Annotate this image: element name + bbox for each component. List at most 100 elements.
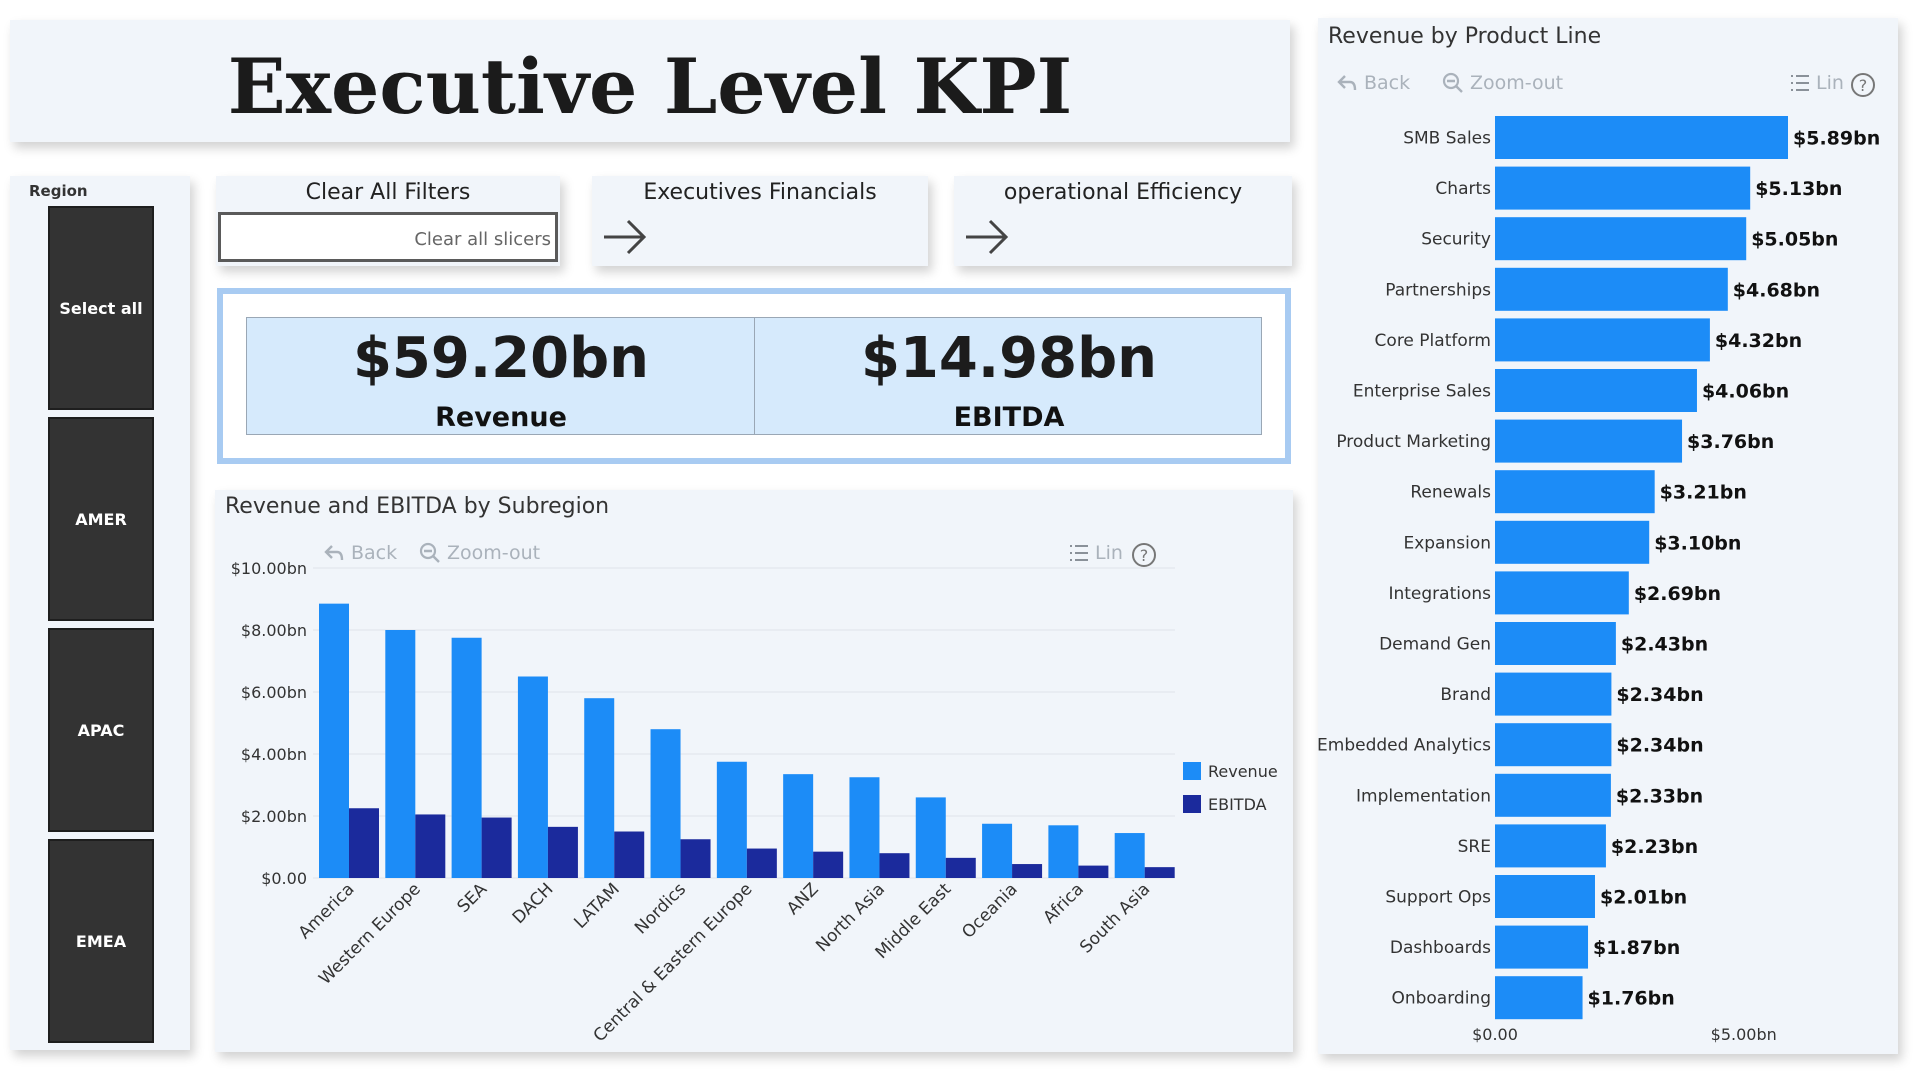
product-category-label: Embedded Analytics (1318, 736, 1491, 756)
ebitda-kpi: $14.98bn EBITDA (755, 318, 1263, 434)
product-category-label: SRE (1458, 837, 1491, 857)
linear-scale-label: Lin (1816, 72, 1844, 94)
zoom-out-button[interactable]: Zoom-out (419, 542, 540, 564)
ebitda-bar (1012, 864, 1043, 878)
clear-filters-card: Clear All Filters Clear all slicers (216, 176, 560, 266)
kpi-divider (754, 318, 755, 434)
region-apac-button[interactable]: APAC (48, 628, 154, 832)
product-bar (1495, 419, 1683, 463)
back-button[interactable]: Back (323, 542, 397, 564)
revenue-kpi: $59.20bn Revenue (247, 318, 755, 434)
product-data-label: $1.76bn (1588, 988, 1675, 1010)
region-emea-button[interactable]: EMEA (48, 839, 154, 1043)
revenue-bar (783, 774, 814, 878)
product-chart-panel: Revenue by Product Line Back Zoom-out Li… (1318, 18, 1898, 1054)
back-arrow-icon (1337, 75, 1357, 91)
product-bar (1495, 976, 1583, 1020)
product-bar (1495, 267, 1728, 311)
x-category-label: Nordics (631, 879, 690, 938)
revenue-bar (385, 630, 416, 878)
y-tick-label: $8.00bn (241, 621, 307, 640)
product-category-label: Demand Gen (1379, 635, 1491, 655)
product-data-label: $2.01bn (1600, 887, 1687, 909)
zoom-out-icon (1442, 72, 1463, 93)
product-data-label: $2.43bn (1621, 634, 1708, 656)
revenue-bar (1048, 825, 1079, 878)
zoom-out-button[interactable]: Zoom-out (1442, 72, 1563, 94)
revenue-kpi-value: $59.20bn (352, 326, 650, 391)
operational-efficiency-card[interactable]: operational Efficiency (954, 176, 1292, 266)
subregion-chart-panel: Revenue and EBITDA by Subregion Back Zoo… (215, 490, 1293, 1052)
ebitda-bar (746, 848, 777, 878)
back-button[interactable]: Back (1336, 72, 1410, 94)
product-category-label: Partnerships (1385, 280, 1491, 300)
ebitda-kpi-value: $14.98bn (860, 326, 1158, 391)
legend-ebitda-swatch (1183, 795, 1201, 813)
product-bar (1495, 318, 1710, 362)
x-category-label: Oceania (958, 879, 1021, 942)
kpi-card: $59.20bn Revenue $14.98bn EBITDA (217, 288, 1291, 464)
revenue-bar (849, 777, 880, 878)
product-bar (1495, 723, 1612, 767)
product-data-label: $5.13bn (1755, 178, 1842, 200)
product-data-label: $3.21bn (1660, 482, 1747, 504)
ebitda-bar (349, 808, 379, 878)
revenue-bar (716, 761, 747, 878)
revenue-bar (451, 637, 482, 878)
executives-financials-card[interactable]: Executives Financials (592, 176, 928, 266)
product-category-label: Enterprise Sales (1353, 382, 1491, 402)
help-icon: ? (1132, 543, 1156, 567)
revenue-bar (1114, 833, 1145, 878)
subregion-chart-title: Revenue and EBITDA by Subregion (225, 494, 610, 519)
revenue-bar (915, 797, 946, 878)
linear-scale-button[interactable]: Lin (1069, 542, 1123, 564)
product-data-label: $1.87bn (1593, 937, 1680, 959)
revenue-bar (517, 676, 548, 878)
clear-slicers-button[interactable]: Clear all slicers (218, 212, 558, 262)
linear-scale-button[interactable]: Lin (1790, 72, 1844, 94)
subregion-chart: $0.00 $2.00bn $4.00bn $6.00bn $8.00bn $10.00b… (231, 559, 1278, 1046)
product-bar (1495, 166, 1751, 210)
product-bar (1495, 369, 1697, 412)
legend-ebitda-label: EBITDA (1208, 795, 1267, 814)
region-amer-button[interactable]: AMER (48, 417, 154, 621)
product-data-label: $4.68bn (1733, 279, 1820, 301)
help-icon: ? (1851, 73, 1875, 97)
product-chart-title: Revenue by Product Line (1328, 24, 1602, 49)
product-bar (1495, 824, 1606, 868)
product-category-label: Onboarding (1391, 989, 1491, 1009)
x-category-label: ANZ (783, 879, 823, 919)
product-category-label: Core Platform (1375, 331, 1491, 351)
zoom-out-label: Zoom-out (447, 542, 541, 564)
product-category-label: Expansion (1403, 533, 1491, 553)
product-chart: SMB Sales $5.89bn Charts $5.13bn Security $5.… (1318, 116, 1880, 1044)
product-data-label: $4.06bn (1702, 381, 1789, 403)
x-category-label: America (295, 879, 359, 943)
product-data-label: $2.34bn (1616, 735, 1703, 757)
product-data-label: $2.23bn (1611, 836, 1698, 858)
arrow-right-icon[interactable] (962, 216, 1012, 258)
arrow-right-icon[interactable] (600, 216, 650, 258)
back-arrow-icon (324, 545, 344, 561)
x-category-label: SEA (454, 879, 492, 917)
product-category-label: Brand (1440, 685, 1491, 705)
revenue-bar (584, 698, 615, 878)
title-panel: Executive Level KPI (10, 20, 1290, 142)
ebitda-kpi-label: EBITDA (953, 402, 1065, 433)
y-tick-label: $2.00bn (241, 807, 307, 826)
executives-financials-title: Executives Financials (643, 180, 877, 205)
help-icon-glyph: ? (1859, 76, 1868, 95)
product-category-label: Dashboards (1390, 938, 1491, 958)
product-data-label: $2.69bn (1634, 583, 1721, 605)
product-category-label: Integrations (1388, 584, 1491, 604)
revenue-bar (319, 603, 349, 878)
ebitda-bar (879, 853, 910, 878)
product-bar (1495, 571, 1629, 615)
y-tick-label: $4.00bn (241, 745, 307, 764)
x-category-label: DACH (509, 879, 558, 928)
product-data-label: $2.34bn (1616, 684, 1703, 706)
x-category-label: South Asia (1076, 879, 1154, 957)
help-button[interactable]: ? (1850, 72, 1876, 98)
help-button[interactable]: ? (1131, 542, 1157, 568)
region-select-all-button[interactable]: Select all (48, 206, 154, 410)
